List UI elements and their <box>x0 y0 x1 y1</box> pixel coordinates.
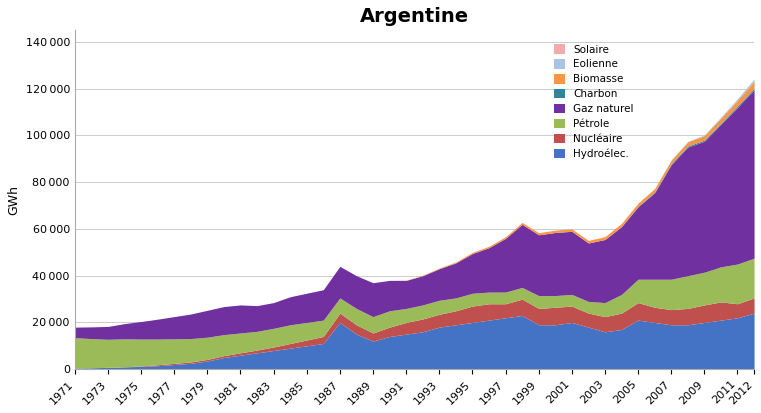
Y-axis label: GWh: GWh <box>7 185 20 215</box>
Legend: Solaire, Eolienne, Biomasse, Charbon, Gaz naturel, Pétrole, Nucléaire, Hydroélec: Solaire, Eolienne, Biomasse, Charbon, Ga… <box>552 42 635 161</box>
Title: Argentine: Argentine <box>360 7 469 26</box>
